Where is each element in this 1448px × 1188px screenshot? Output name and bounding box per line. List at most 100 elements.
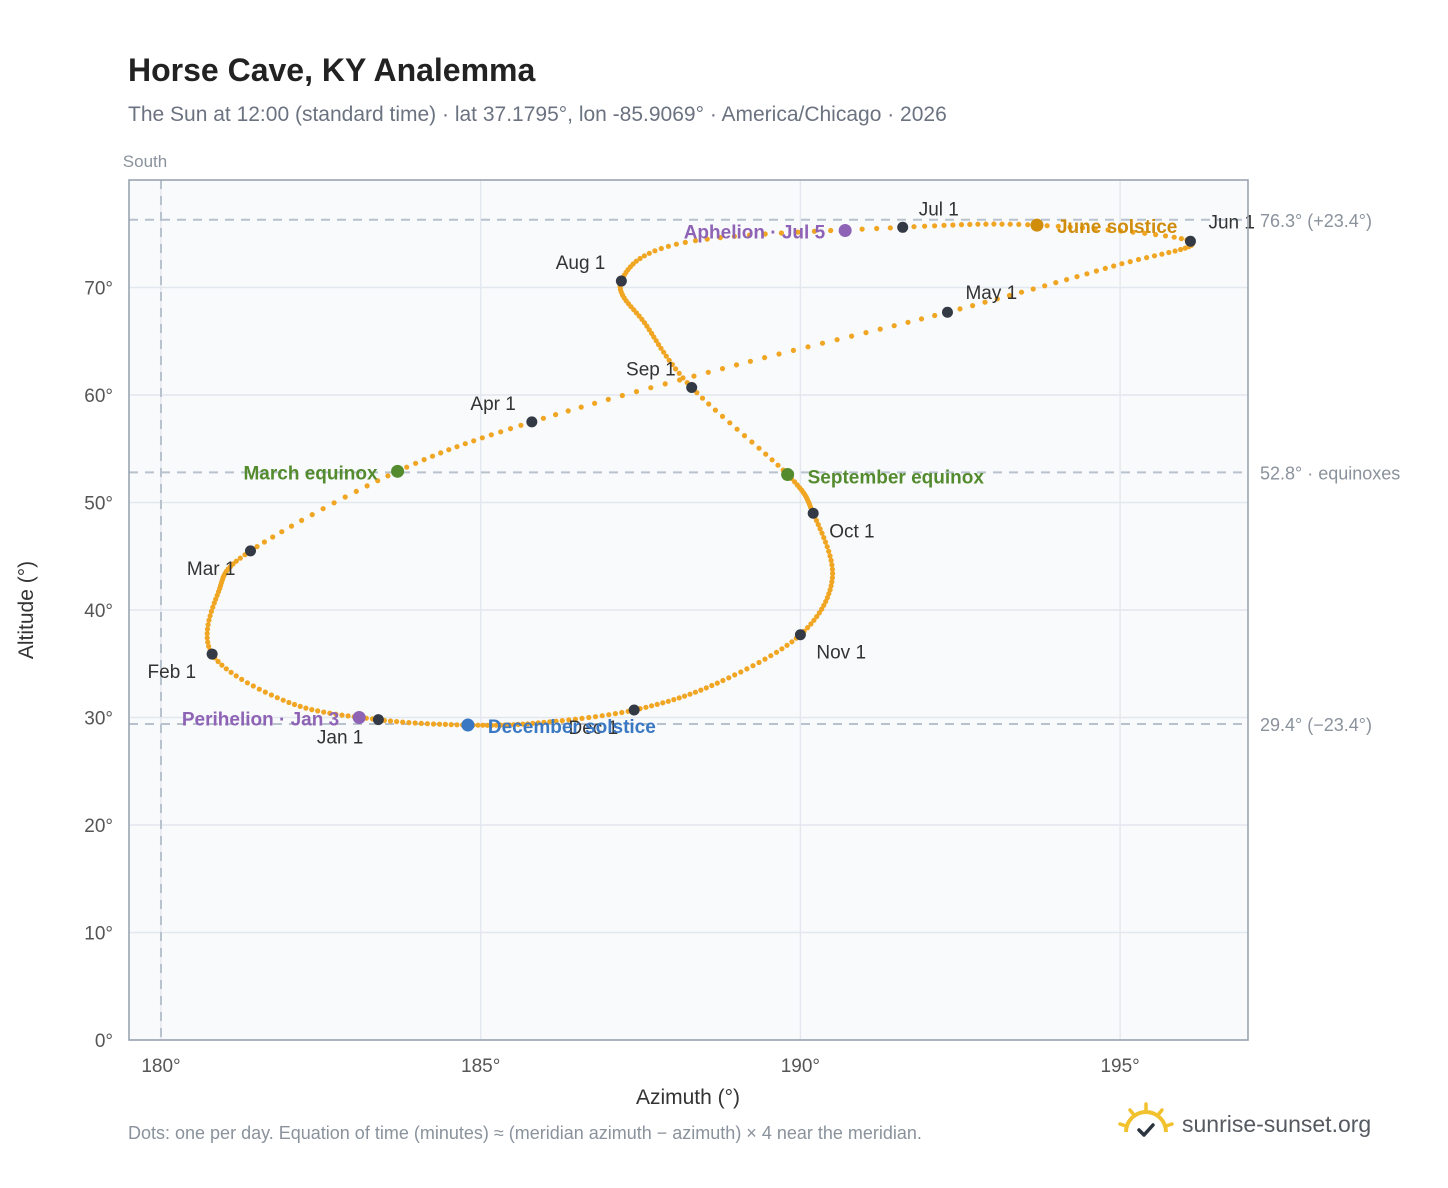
daily-dot <box>578 404 584 410</box>
daily-dot <box>911 224 917 230</box>
daily-dot <box>237 555 243 561</box>
daily-dot <box>206 617 212 623</box>
month-label: Nov 1 <box>816 643 866 664</box>
daily-dot <box>891 323 897 329</box>
brand[interactable]: sunrise-sunset.org <box>1118 1100 1371 1148</box>
daily-dot <box>863 330 869 336</box>
daily-dot <box>1074 274 1080 280</box>
daily-dot <box>421 457 427 463</box>
daily-dot <box>744 666 750 672</box>
daily-dot <box>438 450 444 456</box>
daily-dot <box>553 412 559 418</box>
daily-dot <box>665 698 671 704</box>
month-marker <box>615 275 627 287</box>
daily-dot <box>572 716 579 722</box>
x-tick-label: 180° <box>141 1056 180 1077</box>
daily-dot <box>541 719 547 726</box>
daily-dot <box>633 389 640 395</box>
daily-dot <box>256 686 262 692</box>
y-tick-label: 40° <box>84 601 113 622</box>
daily-dot <box>430 721 437 727</box>
daily-dot <box>658 345 664 351</box>
plot-frame <box>128 179 1249 1041</box>
daily-dot <box>1178 246 1184 253</box>
daily-dot <box>274 695 280 701</box>
daily-dot <box>653 338 659 344</box>
daily-dot <box>219 662 225 668</box>
daily-dot <box>795 229 801 235</box>
y-tick-label: 60° <box>84 386 113 407</box>
daily-dot <box>649 703 655 709</box>
daily-dot <box>905 319 911 325</box>
daily-dot <box>637 255 643 262</box>
month-marker <box>244 545 256 557</box>
daily-dot <box>682 693 688 699</box>
event-label: June solstice <box>1057 217 1177 238</box>
daily-dot <box>817 526 823 532</box>
daily-dot <box>779 646 785 652</box>
y-tick-label: 70° <box>84 279 113 300</box>
daily-dot <box>1130 229 1136 235</box>
y-tick-label: 10° <box>84 924 113 945</box>
daily-dot <box>446 447 452 453</box>
brand-name[interactable]: sunrise-sunset.org <box>1182 1110 1372 1137</box>
daily-dot <box>663 353 669 359</box>
daily-dot <box>805 625 811 631</box>
daily-dot <box>741 433 748 439</box>
daily-dot <box>1064 277 1070 283</box>
y-axis-label: Altitude (°) <box>15 561 38 659</box>
daily-dot <box>819 530 825 536</box>
event-marker <box>781 468 795 482</box>
month-label: Sep 1 <box>626 359 676 380</box>
daily-dot <box>1092 226 1098 232</box>
daily-dot <box>691 373 697 379</box>
daily-dot <box>687 691 693 697</box>
daily-dot <box>250 683 256 689</box>
event-label: December solstice <box>488 717 656 738</box>
chart-title: Horse Cave, KY Analemma <box>128 52 536 88</box>
daily-dot <box>768 653 774 659</box>
daily-dot <box>565 408 571 414</box>
daily-dot <box>418 720 424 727</box>
daily-dot <box>619 709 625 716</box>
daily-dot <box>747 358 754 364</box>
daily-dot <box>429 453 436 459</box>
daily-dot <box>932 223 938 229</box>
daily-dot <box>1093 268 1099 274</box>
event-marker <box>391 464 405 478</box>
month-label: May 1 <box>965 283 1017 304</box>
reference-label: 29.4° (−23.4°) <box>1260 715 1372 735</box>
daily-dot <box>540 415 547 421</box>
daily-dot <box>811 228 818 234</box>
daily-dot <box>471 438 477 444</box>
daily-dot <box>646 250 652 256</box>
daily-dot <box>204 626 211 632</box>
daily-dot <box>680 375 686 381</box>
daily-dot <box>756 445 762 451</box>
point-labels: Jan 1 Feb 1 Mar 1 Apr 1 May 1 Jun 1 Jul 1 Aug 1… <box>148 199 1255 748</box>
daily-dot <box>983 221 989 227</box>
daily-dot <box>339 712 345 718</box>
daily-dot <box>223 666 229 672</box>
daily-dot <box>404 464 410 470</box>
daily-dot <box>999 221 1005 227</box>
daily-dot <box>1016 221 1022 227</box>
daily-dot <box>1055 223 1061 229</box>
daily-dot <box>291 701 298 708</box>
daily-dot <box>586 714 592 721</box>
daily-dot <box>982 299 988 305</box>
daily-dot <box>233 673 239 679</box>
event-label: Perihelion · Jan 3 <box>182 710 339 731</box>
daily-dot <box>1135 256 1142 263</box>
daily-dot <box>1079 225 1086 231</box>
daily-dot <box>655 341 662 348</box>
daily-dot <box>497 722 504 728</box>
daily-dot <box>734 426 740 432</box>
meridian-label: South <box>123 152 167 171</box>
daily-dot <box>762 656 768 662</box>
daily-dot <box>254 544 260 550</box>
daily-dot <box>828 227 834 234</box>
daily-dot <box>699 395 706 401</box>
daily-dot <box>824 595 831 601</box>
event-label: September equinox <box>808 468 985 489</box>
